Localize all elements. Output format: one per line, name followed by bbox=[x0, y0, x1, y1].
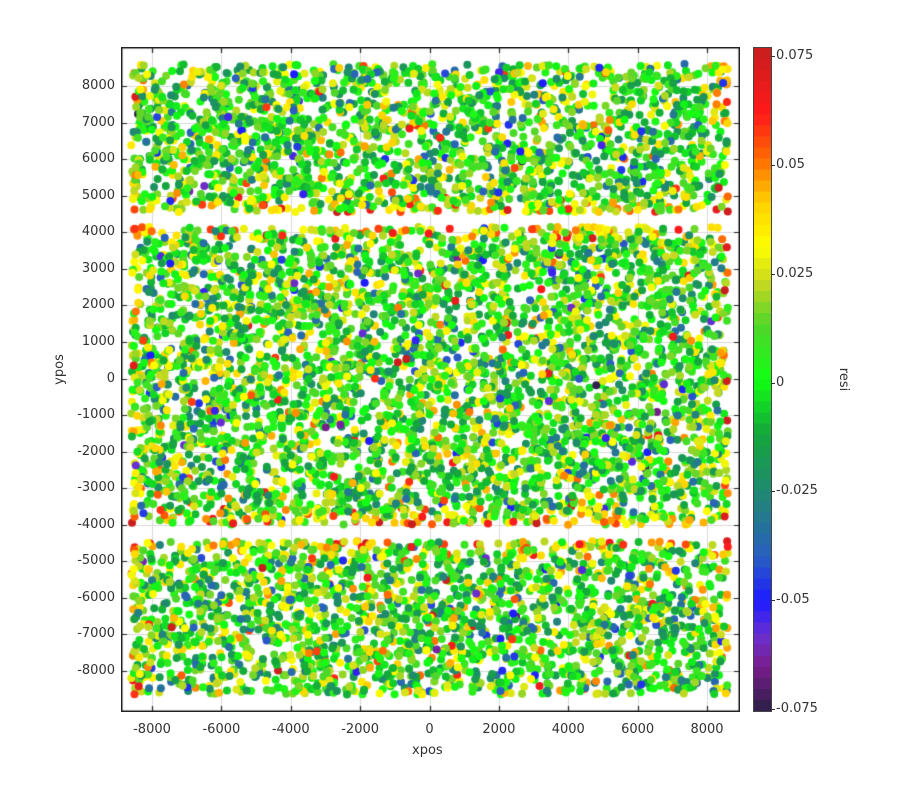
y-tick-label: 8000 bbox=[81, 78, 115, 93]
x-tick-label: 6000 bbox=[621, 722, 655, 737]
colorbar-tick-label: -0.05 bbox=[776, 592, 810, 608]
x-tick-label: -4000 bbox=[271, 722, 310, 737]
colorbar-tick-mark bbox=[771, 491, 775, 492]
y-tick-label: -8000 bbox=[77, 663, 115, 678]
y-tick-label: 1000 bbox=[81, 333, 115, 349]
y-tick-label: 3000 bbox=[81, 260, 115, 276]
colorbar-tick-mark bbox=[771, 709, 775, 710]
y-tick-label: -3000 bbox=[77, 480, 115, 496]
colorbar-tick-mark bbox=[771, 274, 775, 275]
y-tick-label: 2000 bbox=[81, 297, 115, 313]
y-tick-label: -6000 bbox=[77, 589, 115, 605]
x-tick-label: 0 bbox=[425, 722, 434, 737]
scatter-points bbox=[121, 47, 740, 712]
y-tick-label: 6000 bbox=[81, 151, 115, 167]
colorbar-tick-label: 0 bbox=[776, 374, 785, 390]
y-tick-label: -4000 bbox=[77, 516, 115, 532]
y-tick-label: 0 bbox=[106, 370, 115, 386]
y-tick-label: -2000 bbox=[77, 443, 115, 459]
x-tick-label: 2000 bbox=[482, 722, 516, 737]
x-tick-label: 8000 bbox=[690, 722, 724, 737]
colorbar-tick-label: 0.025 bbox=[776, 265, 814, 281]
x-tick-label: -2000 bbox=[341, 722, 380, 737]
y-tick-label: -5000 bbox=[77, 553, 115, 569]
y-tick-label: 5000 bbox=[81, 187, 115, 203]
y-tick-label: -1000 bbox=[77, 407, 115, 423]
x-axis-title: xpos bbox=[412, 743, 443, 758]
colorbar-tick-label: 0.05 bbox=[776, 156, 805, 172]
colorbar-tick-label: -0.025 bbox=[776, 483, 818, 499]
colorbar-tick-label: 0.075 bbox=[776, 48, 814, 63]
colorbar bbox=[753, 47, 772, 712]
colorbar-tick-mark bbox=[771, 383, 775, 384]
y-tick-label: 7000 bbox=[81, 114, 115, 130]
y-tick-label: -7000 bbox=[77, 626, 115, 642]
y-tick-label: 4000 bbox=[81, 224, 115, 240]
colorbar-tick-mark bbox=[771, 56, 775, 57]
colorbar-title: resi bbox=[836, 367, 852, 392]
y-axis-title: ypos bbox=[51, 354, 67, 385]
x-tick-label: 4000 bbox=[551, 722, 585, 737]
colorbar-tick-mark bbox=[771, 600, 775, 601]
x-tick-label: -8000 bbox=[133, 722, 171, 737]
x-tick-label: -6000 bbox=[202, 722, 241, 737]
colorbar-tick-label: -0.075 bbox=[776, 701, 818, 716]
colorbar-tick-mark bbox=[771, 165, 775, 166]
